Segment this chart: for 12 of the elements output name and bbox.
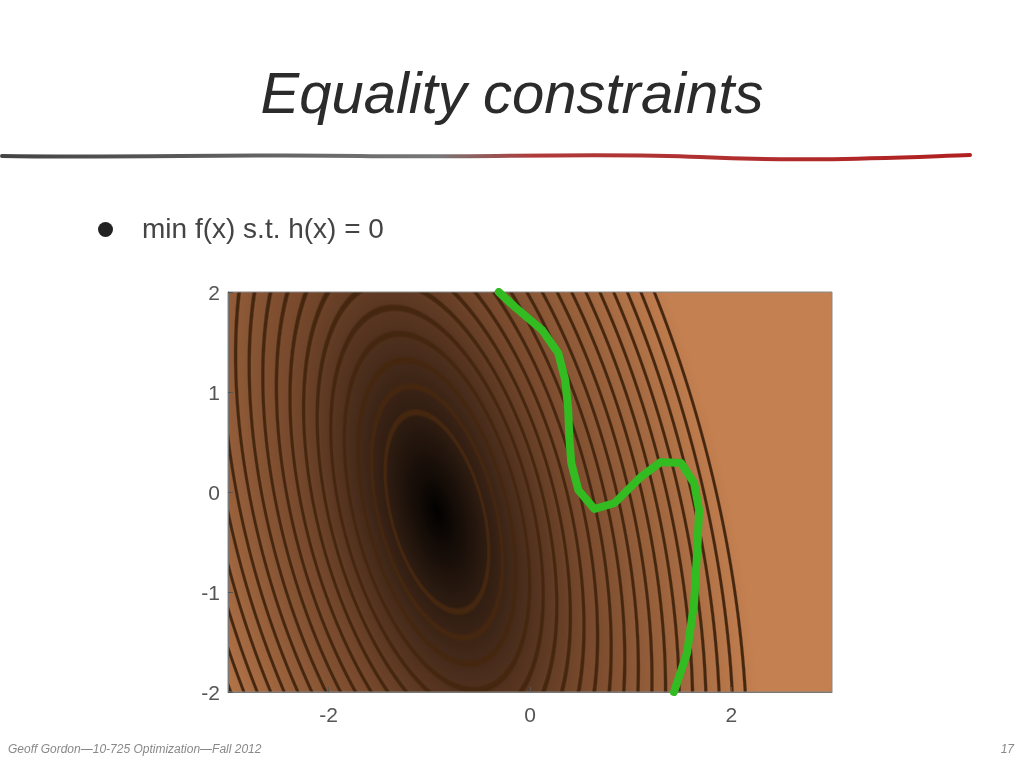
text: Geoff Gordon—10-725 Optimization—Fall 2012 (8, 741, 262, 757)
x-tick-label: 0 (524, 703, 536, 726)
x-tick-label: -2 (319, 703, 339, 726)
chart-title: Equality constraints (259, 59, 765, 127)
text: 17 (1000, 741, 1014, 757)
y-tick-label: 2 (208, 280, 220, 304)
y-tick-label: 1 (208, 380, 220, 404)
x-tick-label: 2 (725, 703, 738, 726)
y-tick-label: 0 (208, 480, 220, 504)
y-tick-label: -2 (201, 680, 220, 704)
y-tick-label: -1 (201, 580, 220, 604)
chart-subtitle: min f(x) s.t. h(x) = 0 (142, 212, 384, 246)
